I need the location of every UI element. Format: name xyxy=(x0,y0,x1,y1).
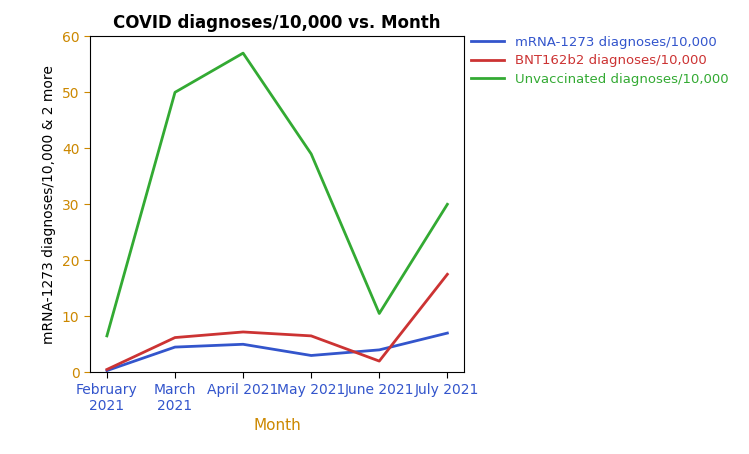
Unvaccinated diagnoses/10,000 xyxy=(171,89,180,95)
Line: mRNA-1273 diagnoses/10,000: mRNA-1273 diagnoses/10,000 xyxy=(107,333,447,370)
BNT162b2 diagnoses/10,000 xyxy=(374,358,383,364)
Unvaccinated diagnoses/10,000 xyxy=(306,151,315,157)
mRNA-1273 diagnoses/10,000 xyxy=(239,341,248,347)
BNT162b2 diagnoses/10,000 xyxy=(443,271,452,277)
Unvaccinated diagnoses/10,000 xyxy=(239,50,248,56)
mRNA-1273 diagnoses/10,000 xyxy=(306,353,315,358)
Line: Unvaccinated diagnoses/10,000: Unvaccinated diagnoses/10,000 xyxy=(107,53,447,336)
BNT162b2 diagnoses/10,000 xyxy=(239,329,248,335)
BNT162b2 diagnoses/10,000 xyxy=(171,335,180,340)
Line: BNT162b2 diagnoses/10,000: BNT162b2 diagnoses/10,000 xyxy=(107,274,447,370)
Legend: mRNA-1273 diagnoses/10,000, BNT162b2 diagnoses/10,000, Unvaccinated diagnoses/10: mRNA-1273 diagnoses/10,000, BNT162b2 dia… xyxy=(471,36,728,86)
Unvaccinated diagnoses/10,000 xyxy=(374,311,383,316)
mRNA-1273 diagnoses/10,000 xyxy=(103,368,112,373)
Y-axis label: mRNA-1273 diagnoses/10,000 & 2 more: mRNA-1273 diagnoses/10,000 & 2 more xyxy=(42,65,56,344)
BNT162b2 diagnoses/10,000 xyxy=(103,367,112,372)
Unvaccinated diagnoses/10,000 xyxy=(443,202,452,207)
X-axis label: Month: Month xyxy=(253,419,301,434)
mRNA-1273 diagnoses/10,000 xyxy=(171,344,180,350)
Title: COVID diagnoses/10,000 vs. Month: COVID diagnoses/10,000 vs. Month xyxy=(113,14,441,32)
Unvaccinated diagnoses/10,000 xyxy=(103,333,112,339)
BNT162b2 diagnoses/10,000 xyxy=(306,333,315,339)
mRNA-1273 diagnoses/10,000 xyxy=(443,331,452,336)
mRNA-1273 diagnoses/10,000 xyxy=(374,347,383,353)
